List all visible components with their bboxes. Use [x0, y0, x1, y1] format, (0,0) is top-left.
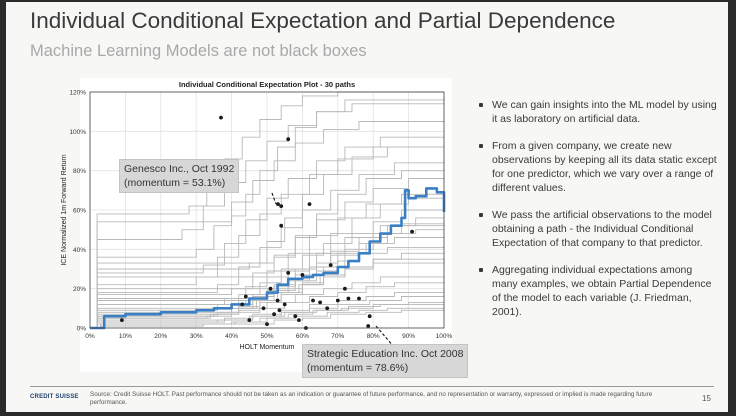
x-tick-label: 100%: [436, 333, 453, 340]
ice-path: [90, 196, 445, 329]
marked-point: [335, 298, 340, 303]
ice-path: [90, 288, 445, 329]
bullet-item: Aggregating individual expectations amon…: [478, 263, 720, 319]
x-tick-label: 90%: [402, 333, 415, 340]
genesco-callout: Genesco Inc., Oct 1992 (momentum = 53.1%…: [119, 159, 240, 193]
ice-path: [90, 306, 445, 329]
ice-path: [90, 145, 445, 329]
marked-point: [286, 271, 291, 275]
partial-dependence-line: [90, 187, 446, 330]
x-tick-label: 10%: [119, 333, 132, 340]
marked-point: [219, 115, 223, 120]
marked-point: [343, 286, 347, 291]
marked-point: [247, 318, 252, 322]
plot-frame: [89, 91, 445, 329]
bullet-item: We pass the artificial observations to t…: [478, 208, 720, 250]
marked-point: [286, 137, 291, 142]
marked-point: [268, 286, 273, 291]
y-axis-label: ICE Normalized 1m Forward Return: [61, 154, 68, 265]
chart-axes: 0% 10% 20% 30% 40% 50% 60% 70% 80% 90% 100% 0% 20% 40…: [61, 80, 453, 351]
slide-title: Individual Conditional Expectation and P…: [30, 8, 616, 33]
x-tick-label: 50%: [260, 333, 273, 340]
marked-point: [282, 302, 287, 307]
strategic-callout-line2: (momentum = 78.6%): [307, 362, 409, 374]
chart-title: Individual Conditional Expectation Plot …: [179, 80, 355, 89]
partial-dependence: [90, 187, 446, 330]
marked-point: [275, 298, 280, 303]
marked-point: [261, 306, 266, 311]
marked-point: [279, 204, 284, 209]
y-tick-label: 120%: [69, 90, 86, 97]
marked-points: [120, 115, 414, 330]
ice-path: [90, 135, 445, 329]
y-tick-label: 100%: [69, 129, 86, 136]
ice-path: [90, 308, 445, 329]
page-number: 15: [702, 394, 711, 403]
ice-path: [90, 274, 445, 329]
marked-point: [265, 322, 269, 326]
source-note: Source: Credit Suisse HOLT. Past perform…: [90, 391, 653, 406]
marked-point: [318, 300, 322, 305]
genesco-callout-line2: (momentum = 53.1%): [124, 177, 226, 189]
marked-point: [325, 306, 330, 311]
x-axis-label: HOLT Momentum: [240, 344, 295, 351]
slide-subtitle: Machine Learning Models are not black bo…: [30, 42, 367, 60]
x-tick-label: 70%: [331, 333, 344, 340]
marked-point: [367, 314, 372, 319]
marked-point: [307, 202, 312, 207]
y-tick-label: 80%: [73, 168, 86, 175]
footer-divider: [30, 386, 714, 387]
x-tick-label: 20%: [154, 333, 167, 340]
marked-point: [240, 302, 245, 307]
marked-point: [328, 263, 333, 267]
y-tick-label: 60%: [73, 208, 86, 215]
y-tick-label: 40%: [73, 247, 86, 254]
ice-path: [90, 294, 445, 329]
credit-suisse-logo: CREDIT SUISSE: [30, 394, 79, 400]
ice-path: [90, 143, 445, 329]
marked-point: [276, 202, 280, 207]
ice-path: [90, 95, 445, 329]
x-tick-label: 30%: [190, 333, 203, 340]
bullet-list: We can gain insights into the ML model b…: [478, 98, 720, 332]
marked-point: [410, 229, 414, 234]
bullet-item: From a given company, we create new obse…: [478, 139, 720, 195]
slide: Individual Conditional Expectation and P…: [6, 2, 728, 412]
genesco-callout-line1: Genesco Inc., Oct 1992: [124, 163, 235, 175]
bullet-item: We can gain insights into the ML model b…: [478, 98, 720, 126]
marked-point: [277, 308, 282, 313]
genesco-leader-line: [271, 192, 277, 205]
marked-point: [366, 324, 371, 328]
x-tick-label: 60%: [296, 333, 309, 340]
strategic-callout-line1: Strategic Education Inc. Oct 2008: [307, 348, 464, 360]
x-tick-label: 40%: [225, 333, 238, 340]
x-tick-label: 0%: [85, 333, 95, 340]
marked-point: [293, 314, 298, 319]
marked-point: [346, 296, 351, 301]
y-tick-label: 20%: [73, 286, 86, 293]
ice-path: [90, 119, 445, 329]
marked-point: [297, 318, 301, 322]
marked-point: [272, 312, 276, 317]
marked-point: [357, 296, 361, 301]
ice-path: [90, 91, 444, 329]
ice-path: [90, 168, 445, 329]
marked-point: [300, 273, 305, 277]
marked-point: [243, 294, 248, 299]
marked-point: [120, 318, 124, 322]
marked-point: [279, 223, 284, 228]
marked-point: [311, 298, 315, 303]
x-tick-label: 80%: [367, 333, 380, 340]
y-tick-label: 0%: [77, 326, 87, 333]
strategic-callout: Strategic Education Inc. Oct 2008 (momen…: [302, 344, 469, 378]
ice-path: [90, 158, 445, 329]
